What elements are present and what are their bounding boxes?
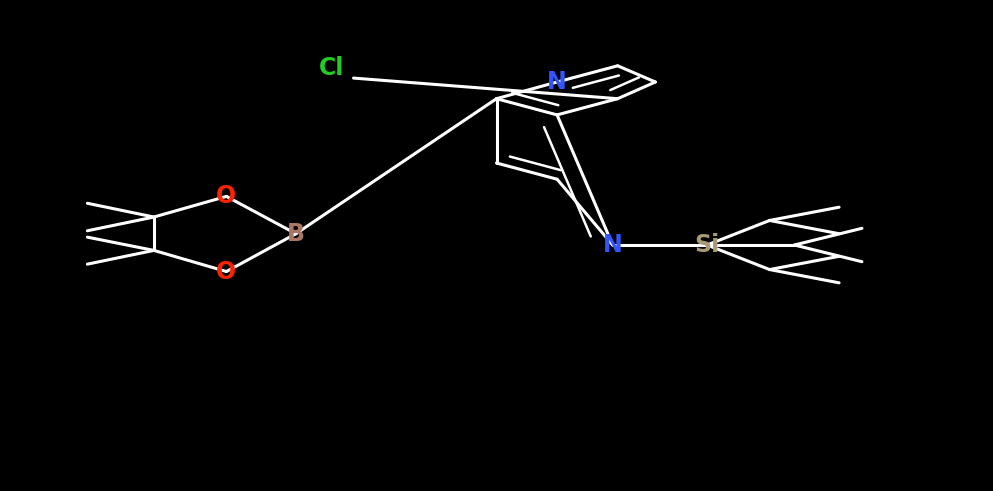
- Text: N: N: [547, 70, 567, 94]
- Text: Cl: Cl: [319, 56, 345, 80]
- Text: Si: Si: [694, 233, 720, 257]
- Text: O: O: [216, 185, 236, 208]
- Text: B: B: [287, 222, 305, 246]
- Text: O: O: [216, 260, 236, 283]
- Text: N: N: [603, 233, 623, 257]
